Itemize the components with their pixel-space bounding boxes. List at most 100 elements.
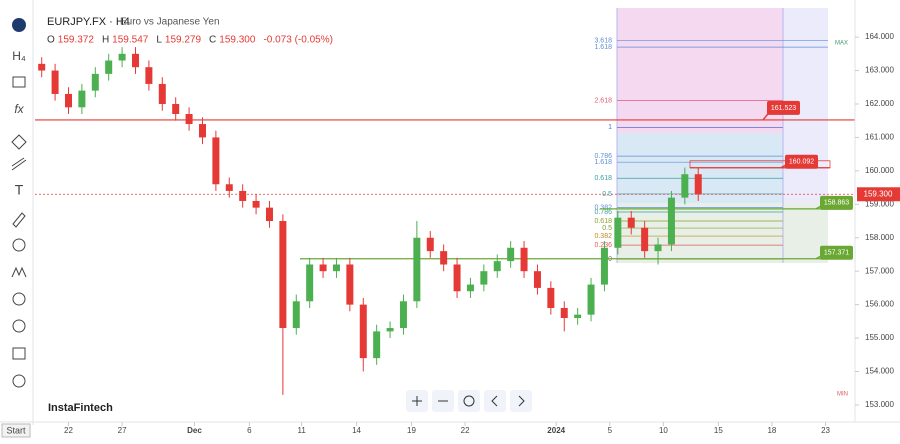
tool-patterns[interactable]: [11, 266, 27, 278]
reset-icon: [463, 395, 475, 407]
price-tag-label: 160.092: [789, 159, 814, 166]
candle-body: [641, 227, 649, 252]
x-tick-label: 11: [297, 426, 306, 435]
price-tag: [767, 100, 800, 115]
current-price-tag: [857, 187, 900, 202]
ohlc-value: 159.300: [219, 35, 256, 46]
candle-body: [265, 207, 273, 222]
candle-body: [252, 200, 260, 208]
tool-brush[interactable]: [12, 212, 26, 228]
candle-body: [681, 174, 689, 198]
candle-body: [493, 261, 501, 272]
candle-body: [118, 53, 126, 61]
tool-cursor[interactable]: [11, 134, 27, 150]
tool-hide[interactable]: [12, 319, 26, 333]
y-tick-label: 156.000: [865, 300, 894, 309]
x-tick-label: 18: [767, 426, 776, 435]
x-tick-label: 2024: [547, 426, 565, 435]
x-tick-label: 10: [659, 426, 668, 435]
fib-label: 3.618: [594, 37, 612, 44]
zoom-in-icon: [412, 396, 422, 406]
candle-body: [91, 73, 99, 91]
candle-body: [480, 271, 488, 285]
ohlc-key: C: [209, 35, 216, 46]
candle-body: [292, 301, 300, 329]
candle-body: [426, 237, 434, 252]
candle-body: [386, 328, 394, 332]
y-tick-label: 161.000: [865, 133, 894, 142]
price-tag-label: 158.863: [824, 200, 849, 207]
candle-body: [574, 314, 582, 319]
tool-emoji[interactable]: [12, 238, 26, 252]
fib-label: 1.618: [594, 44, 612, 51]
x-tick-label: 19: [407, 426, 416, 435]
start-label: Start: [6, 425, 26, 435]
candle-body: [533, 271, 541, 288]
candle-body: [399, 301, 407, 329]
tool-text[interactable]: T: [15, 182, 24, 198]
fib-label: 0.786: [594, 209, 612, 216]
y-tick-label: 162.000: [865, 99, 894, 108]
y-tick-label: 163.000: [865, 66, 894, 75]
tool-icons: H₄ fx T: [11, 49, 27, 388]
candle-body: [547, 287, 555, 308]
candle-body: [507, 247, 515, 262]
candle-body: [413, 237, 421, 302]
candle-body: [560, 307, 568, 319]
tool-delete[interactable]: [12, 347, 26, 360]
tool-settings[interactable]: [12, 374, 26, 388]
ohlc-value: 159.279: [165, 35, 202, 46]
fib-zone-upper: [617, 8, 783, 133]
candle-body: [145, 67, 153, 84]
x-tick-label: 15: [714, 426, 723, 435]
ohlc-value: -0.073 (-0.05%): [263, 35, 332, 46]
candle-body: [466, 284, 474, 292]
candle-body: [225, 184, 233, 191]
tool-timeframe[interactable]: H₄: [12, 49, 26, 63]
y-tick-label: 160.000: [865, 166, 894, 175]
x-tick-label: 22: [64, 426, 73, 435]
x-tick-label: 14: [352, 426, 361, 435]
start-button[interactable]: [1, 423, 31, 438]
tool-candles[interactable]: [12, 76, 26, 88]
scroll-left[interactable]: [484, 390, 506, 412]
y-tick-label: 154.000: [865, 367, 894, 376]
symbol: EURJPY.FX · H4: [47, 16, 130, 28]
ohlc-value: 159.547: [112, 35, 149, 46]
tool-indicators[interactable]: fx: [14, 102, 24, 116]
x-tick-label: 6: [247, 426, 252, 435]
candle-body: [185, 114, 193, 125]
price-tag: [785, 154, 818, 169]
fib-zone-lower: [617, 203, 828, 263]
candle-body: [627, 217, 635, 228]
candle-body: [306, 264, 314, 302]
zoom-controls: [406, 390, 532, 412]
x-tick-label: 5: [608, 426, 613, 435]
candle-body: [78, 90, 86, 108]
fib-label: 2.618: [594, 97, 612, 104]
x-tick-label: 27: [118, 426, 127, 435]
scroll-left-icon: [491, 395, 498, 407]
candle-body: [614, 217, 622, 248]
tool-magnet[interactable]: [12, 292, 26, 306]
tool-lines[interactable]: [11, 157, 27, 171]
candle-body: [172, 103, 180, 115]
candle-body: [131, 53, 139, 68]
reset[interactable]: [458, 390, 480, 412]
candle-body: [667, 197, 675, 245]
fib-label: 0.382: [594, 204, 612, 211]
candle-body: [212, 137, 220, 185]
fib-label: 0: [608, 256, 612, 263]
scroll-right[interactable]: [510, 390, 532, 412]
y-tick-label: 159.000: [865, 199, 894, 208]
logo-icon[interactable]: [12, 18, 26, 32]
price-tag-label: 161.523: [771, 105, 796, 112]
candle-body: [279, 221, 287, 329]
ohlc-key: H: [102, 35, 109, 46]
max-label: MAX: [835, 41, 848, 47]
x-tick-label: 22: [461, 426, 470, 435]
fib-label: 0.382: [594, 233, 612, 240]
fib-label: 0.5: [602, 225, 612, 232]
candle-body: [694, 174, 702, 195]
